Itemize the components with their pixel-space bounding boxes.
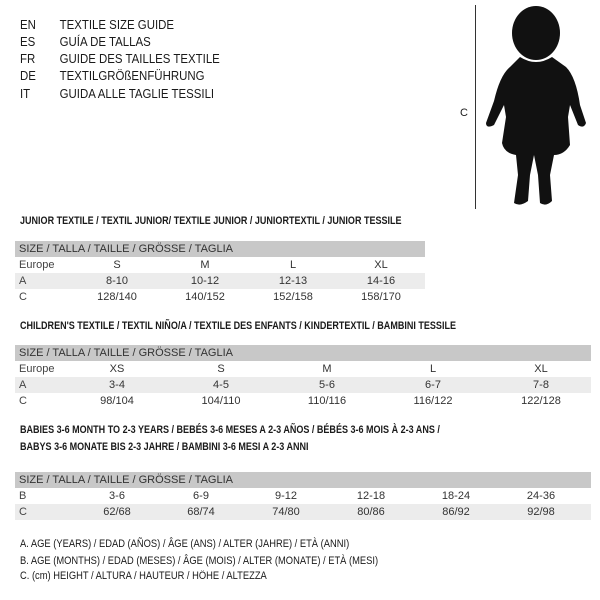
table-header: SIZE / TALLA / TAILLE / GRÖSSE / TAGLIA [15, 472, 591, 488]
cell: XS [109, 363, 125, 375]
cell: 8-10 [105, 275, 129, 287]
cell: S [217, 363, 225, 375]
lang-title: GUIDE DES TAILLES TEXTILE [59, 51, 220, 66]
cell: 10-12 [190, 275, 220, 287]
table-header: SIZE / TALLA / TAILLE / GRÖSSE / TAGLIA [15, 241, 425, 257]
table-row: B 3-6 6-9 9-12 12-18 18-24 24-36 [15, 488, 591, 504]
row-label: C [19, 506, 27, 518]
cell: 14-16 [366, 275, 396, 287]
cell: 5-6 [319, 379, 335, 391]
cell: 6-7 [425, 379, 441, 391]
child-silhouette-icon [486, 6, 586, 205]
cell: 4-5 [213, 379, 229, 391]
table-row: Europe XS S M L XL [15, 361, 591, 377]
cell: 86/92 [442, 506, 470, 518]
cell: 12-13 [278, 275, 308, 287]
cell: 158/170 [361, 291, 401, 303]
row-label: C [19, 291, 27, 303]
table-row: Europe S M L XL [15, 257, 425, 273]
lang-fr: FR GUIDE DES TAILLES TEXTILE [20, 50, 220, 67]
children-title: CHILDREN'S TEXTILE / TEXTIL NIÑO/A / TEX… [20, 320, 456, 332]
row-label: A [19, 275, 27, 287]
babies-title-line2: BABYS 3-6 MONATE BIS 2-3 JAHRE / BAMBINI… [20, 441, 309, 453]
cell: XL [534, 363, 548, 375]
legend-a: A. AGE (YEARS) / EDAD (AÑOS) / ÂGE (ANS)… [20, 538, 350, 550]
row-label: Europe [19, 259, 55, 271]
cell: 7-8 [533, 379, 549, 391]
cell: 122/128 [521, 395, 561, 407]
row-label: A [19, 379, 27, 391]
cell: 9-12 [274, 490, 298, 502]
cell: 128/140 [97, 291, 137, 303]
height-measure-line [475, 5, 476, 209]
cell: M [322, 363, 332, 375]
table-row: A 8-10 10-12 12-13 14-16 [15, 273, 425, 289]
lang-title: GUÍA DE TALLAS [59, 34, 151, 49]
cell: 6-9 [193, 490, 209, 502]
junior-title: JUNIOR TEXTILE / TEXTIL JUNIOR/ TEXTILE … [20, 215, 402, 227]
cell: 140/152 [185, 291, 225, 303]
cell: 68/74 [187, 506, 215, 518]
cell: 3-4 [109, 379, 125, 391]
babies-size-table: SIZE / TALLA / TAILLE / GRÖSSE / TAGLIA … [15, 472, 591, 520]
cell: 74/80 [272, 506, 300, 518]
cell: 12-18 [356, 490, 386, 502]
cell: M [200, 259, 210, 271]
table-row: A 3-4 4-5 5-6 6-7 7-8 [15, 377, 591, 393]
cell: 110/116 [307, 395, 347, 407]
cell: 152/158 [273, 291, 313, 303]
lang-de: DE TEXTILGRÖßENFÜHRUNG [20, 67, 205, 84]
lang-code: ES [20, 34, 36, 49]
cell: 116/122 [413, 395, 453, 407]
table-row: C 62/68 68/74 74/80 80/86 86/92 92/98 [15, 504, 591, 520]
lang-code: EN [20, 17, 36, 32]
row-label: Europe [19, 363, 55, 375]
babies-title-line1: BABIES 3-6 MONTH TO 2-3 YEARS / BEBÉS 3-… [20, 424, 440, 436]
table-row: C 98/104 104/110 110/116 116/122 122/128 [15, 393, 591, 409]
cell: 92/98 [527, 506, 555, 518]
cell: 98/104 [100, 395, 134, 407]
lang-title: GUIDA ALLE TAGLIE TESSILI [59, 86, 215, 101]
legend-c: C. (cm) HEIGHT / ALTURA / HAUTEUR / HÖHE… [20, 570, 267, 582]
cell: 104/110 [201, 395, 241, 407]
legend-b: B. AGE (MONTHS) / EDAD (MESES) / ÂGE (MO… [20, 555, 379, 567]
lang-en: EN TEXTILE SIZE GUIDE [20, 16, 174, 33]
cell: L [289, 259, 297, 271]
junior-size-table: SIZE / TALLA / TAILLE / GRÖSSE / TAGLIA … [15, 241, 425, 305]
cell: 80/86 [357, 506, 385, 518]
height-measure-label: C [460, 107, 468, 119]
row-label: C [19, 395, 27, 407]
cell: XL [374, 259, 388, 271]
lang-code: DE [20, 68, 36, 83]
table-header: SIZE / TALLA / TAILLE / GRÖSSE / TAGLIA [15, 345, 591, 361]
lang-title: TEXTILE SIZE GUIDE [59, 17, 175, 32]
cell: S [113, 259, 121, 271]
row-label: B [19, 490, 27, 502]
lang-code: FR [20, 51, 36, 66]
cell: 18-24 [441, 490, 471, 502]
table-row: C 128/140 140/152 152/158 158/170 [15, 289, 425, 305]
children-size-table: SIZE / TALLA / TAILLE / GRÖSSE / TAGLIA … [15, 345, 591, 409]
lang-it: IT GUIDA ALLE TAGLIE TESSILI [20, 85, 214, 102]
lang-es: ES GUÍA DE TALLAS [20, 33, 151, 50]
cell: L [429, 363, 437, 375]
cell: 3-6 [109, 490, 125, 502]
cell: 24-36 [526, 490, 556, 502]
lang-title: TEXTILGRÖßENFÜHRUNG [59, 68, 205, 83]
lang-code: IT [20, 86, 31, 101]
cell: 62/68 [103, 506, 131, 518]
